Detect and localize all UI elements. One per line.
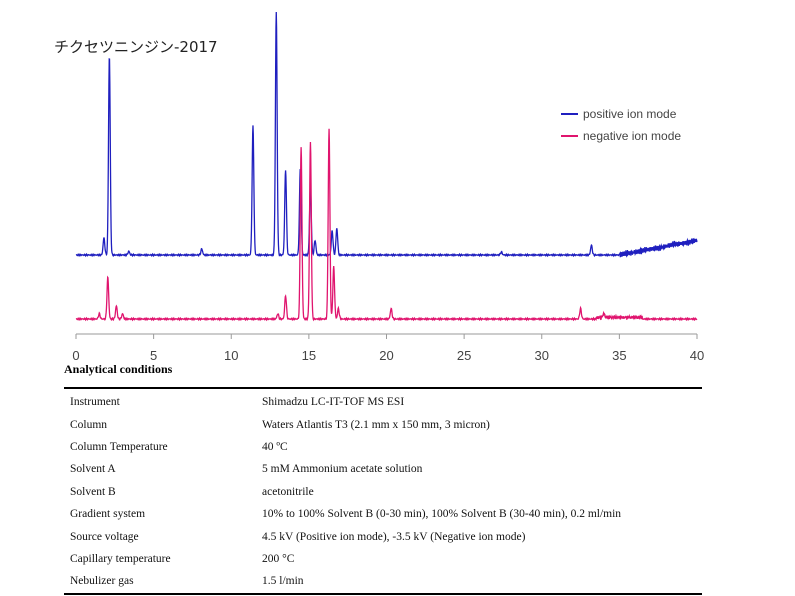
condition-value: 5 mM Ammonium acetate solution xyxy=(262,463,423,476)
x-tick-label: 15 xyxy=(302,348,316,362)
condition-label: Source voltage xyxy=(70,530,139,543)
condition-label: Solvent A xyxy=(70,463,116,476)
chart-title: チクセツニンジン-2017 xyxy=(54,38,218,56)
table-row: Column Temperature 40 ºC xyxy=(64,436,702,458)
chromatogram-chart: チクセツニンジン-2017 0 5 10 15 20 25 30 35 40 positive … xyxy=(54,11,704,362)
condition-label: Gradient system xyxy=(70,508,146,521)
condition-value: Waters Atlantis T3 (2.1 mm x 150 mm, 3 m… xyxy=(262,418,490,431)
positive-ion-trace xyxy=(75,11,698,258)
condition-label: Capillary temperature xyxy=(70,552,171,565)
table-row: Source voltage 4.5 kV (Positive ion mode)… xyxy=(64,525,702,547)
condition-value: 10% to 100% Solvent B (0-30 min), 100% S… xyxy=(262,508,622,521)
table-row: Gradient system 10% to 100% Solvent B (0-… xyxy=(64,503,702,525)
condition-label: Instrument xyxy=(70,396,120,409)
x-tick-label: 25 xyxy=(457,348,471,362)
condition-label: Solvent B xyxy=(70,485,116,498)
table-row: Solvent A 5 mM Ammonium acetate solution xyxy=(64,458,702,480)
x-axis: 0 5 10 15 20 25 30 35 40 xyxy=(72,333,704,362)
condition-value: acetonitrile xyxy=(262,485,314,498)
x-tick-label: 40 xyxy=(690,348,704,362)
condition-value: Shimadzu LC-IT-TOF MS ESI xyxy=(262,396,405,409)
condition-label: Column xyxy=(70,418,108,431)
conditions-table: Instrument Shimadzu LC-IT-TOF MS ESI Colum… xyxy=(64,387,702,595)
condition-value: 200 °C xyxy=(262,552,295,565)
table-row: Solvent B acetonitrile xyxy=(64,481,702,503)
condition-label: Column Temperature xyxy=(70,440,168,453)
chromatogram-traces xyxy=(75,11,698,322)
chart-legend: positive ion mode negative ion mode xyxy=(561,107,681,143)
condition-label: Nebulizer gas xyxy=(70,575,134,588)
x-tick-label: 5 xyxy=(150,348,157,362)
conditions-title: Analytical conditions xyxy=(64,362,173,376)
condition-value: 1.5 l/min xyxy=(262,575,304,588)
x-tick-label: 20 xyxy=(379,348,393,362)
x-tick-label: 35 xyxy=(612,348,626,362)
condition-value: 40 ºC xyxy=(262,440,288,453)
x-tick-label: 30 xyxy=(535,348,549,362)
x-tick-label: 0 xyxy=(72,348,79,362)
table-row: Column Waters Atlantis T3 (2.1 mm x 150 m… xyxy=(64,413,702,435)
condition-value: 4.5 kV (Positive ion mode), -3.5 kV (Neg… xyxy=(262,530,526,543)
legend-label: negative ion mode xyxy=(583,129,681,143)
negative-ion-trace xyxy=(75,128,698,322)
table-row: Nebulizer gas 1.5 l/min xyxy=(64,570,702,593)
table-row: Instrument Shimadzu LC-IT-TOF MS ESI xyxy=(64,388,702,413)
legend-label: positive ion mode xyxy=(583,107,677,121)
table-row: Capillary temperature 200 °C xyxy=(64,548,702,570)
x-tick-label: 10 xyxy=(224,348,238,362)
